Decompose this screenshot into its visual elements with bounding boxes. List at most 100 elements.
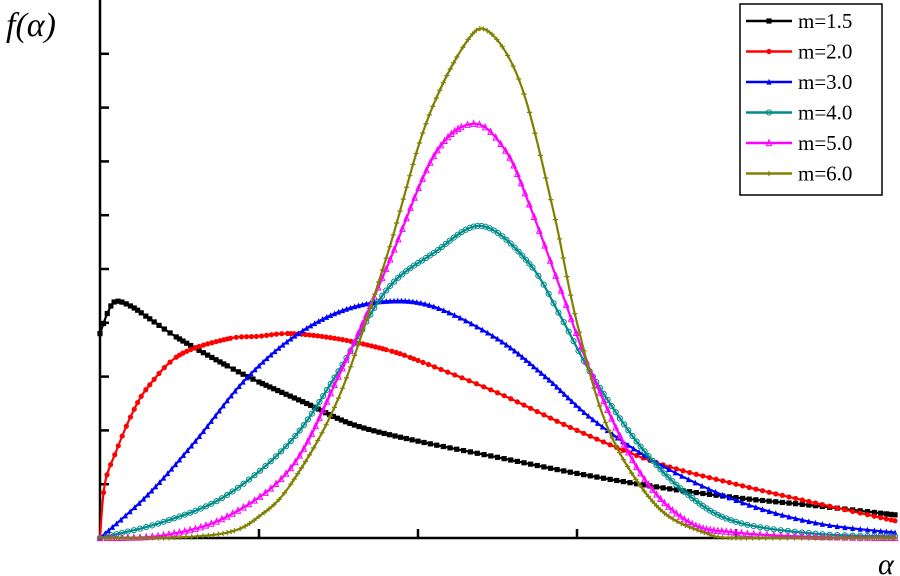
- data-point: [204, 423, 210, 429]
- data-point: [567, 314, 575, 322]
- data-point: [431, 303, 437, 310]
- data-point: [315, 437, 321, 444]
- data-point: [798, 529, 805, 536]
- data-point: [510, 160, 518, 169]
- data-point: [200, 350, 206, 356]
- data-point: [217, 359, 223, 365]
- data-point: [430, 249, 437, 256]
- data-point: [323, 397, 331, 405]
- data-point: [371, 428, 377, 434]
- data-point: [437, 87, 443, 93]
- data-point: [151, 319, 157, 325]
- data-point: [685, 476, 692, 483]
- data-point: [398, 434, 404, 440]
- data-point: [883, 528, 889, 535]
- data-point: [531, 363, 537, 370]
- data-point: [779, 492, 785, 498]
- data-point: [224, 363, 230, 369]
- data-point: [715, 534, 721, 540]
- data-point: [543, 175, 549, 181]
- data-point: [514, 399, 520, 405]
- data-point: [347, 346, 354, 355]
- data-point: [511, 347, 518, 354]
- data-point: [123, 301, 129, 307]
- data-point: [111, 299, 117, 305]
- data-point: [514, 169, 521, 177]
- data-point: [527, 360, 533, 367]
- data-point: [733, 497, 739, 503]
- data-point: [138, 393, 144, 399]
- data-point: [364, 316, 370, 322]
- data-point: [213, 498, 220, 505]
- data-point: [245, 476, 253, 483]
- data-point: [525, 200, 533, 208]
- data-point: [806, 535, 812, 541]
- data-point: [577, 405, 583, 412]
- data-point: [104, 310, 110, 317]
- data-point: [348, 364, 354, 370]
- data-point: [719, 534, 726, 541]
- data-point: [327, 312, 334, 319]
- data-point: [565, 328, 572, 335]
- data-point: [641, 448, 648, 455]
- data-point: [759, 506, 766, 513]
- data-point: [230, 366, 236, 372]
- data-point: [585, 412, 591, 419]
- data-point: [335, 395, 342, 401]
- data-point: [732, 518, 740, 525]
- data-point: [878, 527, 884, 534]
- data-point: [698, 528, 704, 534]
- data-point: [864, 512, 871, 518]
- data-point: [699, 482, 705, 489]
- data-point: [251, 496, 258, 504]
- data-point: [727, 527, 735, 536]
- data-point: [850, 508, 856, 515]
- data-point: [244, 374, 250, 381]
- legend-item-m-2-0: m=2.0: [746, 40, 852, 64]
- data-point: [625, 427, 632, 434]
- data-point: [514, 458, 520, 464]
- data-point: [383, 347, 389, 353]
- data-point: [669, 505, 676, 514]
- data-point: [335, 372, 342, 380]
- data-point: [256, 379, 262, 385]
- data-point: [151, 376, 157, 382]
- data-point: [136, 500, 142, 506]
- data-point: [113, 520, 120, 527]
- data-point: [252, 366, 258, 373]
- data-point: [793, 515, 799, 522]
- data-point: [759, 497, 766, 504]
- data-point: [154, 520, 162, 527]
- data-point: [476, 120, 483, 128]
- data-point: [180, 452, 187, 458]
- data-point: [115, 443, 121, 449]
- data-point: [494, 390, 501, 396]
- data-point: [629, 470, 635, 476]
- data-point: [311, 404, 318, 410]
- data-point: [224, 491, 231, 499]
- data-point: [176, 513, 183, 520]
- data-point: [489, 31, 495, 37]
- data-point: [312, 421, 320, 430]
- data-point: [363, 300, 369, 307]
- data-point: [526, 260, 533, 267]
- data-point: [216, 407, 222, 414]
- data-point: [507, 344, 514, 351]
- data-point: [561, 390, 567, 397]
- data-point: [347, 304, 354, 311]
- data-point: [766, 498, 772, 504]
- data-point: [521, 91, 527, 97]
- data-point: [470, 223, 477, 230]
- data-point: [444, 73, 450, 79]
- data-point: [726, 494, 732, 501]
- data-point: [516, 76, 522, 82]
- data-point: [687, 489, 693, 495]
- data-point: [376, 279, 382, 285]
- data-point: [273, 331, 280, 337]
- data-point: [693, 490, 699, 496]
- data-point: [308, 402, 314, 408]
- data-point: [100, 489, 107, 496]
- data-point: [746, 484, 752, 491]
- data-point: [753, 504, 759, 510]
- data-point: [240, 371, 246, 377]
